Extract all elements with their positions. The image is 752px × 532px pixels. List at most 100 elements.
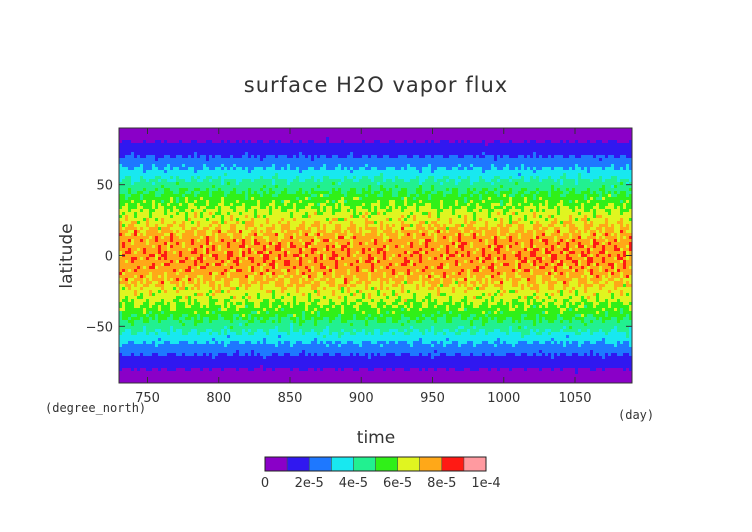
- heatmap-cell: [203, 290, 207, 294]
- heatmap-cell: [122, 374, 126, 378]
- heatmap-cell: [137, 335, 141, 339]
- heatmap-cell: [173, 269, 177, 273]
- heatmap-cell: [284, 188, 288, 192]
- heatmap-cell: [131, 230, 135, 234]
- heatmap-cell: [134, 311, 138, 315]
- heatmap-cell: [179, 284, 183, 288]
- heatmap-cell: [272, 149, 276, 153]
- heatmap-cell: [149, 269, 153, 273]
- heatmap-cell: [239, 269, 243, 273]
- heatmap-cell: [122, 155, 126, 159]
- heatmap-cell: [146, 329, 150, 333]
- heatmap-cell: [200, 263, 204, 267]
- heatmap-cell: [263, 338, 267, 342]
- heatmap-cell: [281, 203, 285, 207]
- heatmap-cell: [251, 302, 255, 306]
- heatmap-cell: [209, 353, 213, 357]
- heatmap-cell: [164, 131, 168, 135]
- heatmap-cell: [197, 197, 201, 201]
- heatmap-cell: [182, 128, 186, 132]
- heatmap-cell: [239, 224, 243, 228]
- heatmap-cell: [242, 224, 246, 228]
- heatmap-cell: [182, 254, 186, 258]
- heatmap-cell: [242, 203, 246, 207]
- heatmap-cell: [245, 284, 249, 288]
- heatmap-cell: [152, 212, 156, 216]
- heatmap-cell: [173, 173, 177, 177]
- heatmap-cell: [206, 293, 210, 297]
- heatmap-cell: [239, 323, 243, 327]
- heatmap-cell: [251, 206, 255, 210]
- heatmap-cell: [233, 206, 237, 210]
- heatmap-cell: [260, 335, 264, 339]
- heatmap-cell: [188, 200, 192, 204]
- heatmap-cell: [239, 182, 243, 186]
- heatmap-cell: [191, 272, 195, 276]
- heatmap-cell: [134, 380, 138, 384]
- heatmap-cell: [176, 311, 180, 315]
- heatmap-cell: [278, 236, 282, 240]
- heatmap-cell: [269, 257, 273, 261]
- heatmap-cell: [125, 185, 129, 189]
- heatmap-cell: [122, 203, 126, 207]
- heatmap-cell: [293, 128, 297, 132]
- heatmap-cell: [224, 266, 228, 270]
- heatmap-cell: [236, 227, 240, 231]
- heatmap-cell: [203, 230, 207, 234]
- heatmap-cell: [191, 221, 195, 225]
- heatmap-cell: [170, 314, 174, 318]
- heatmap-cell: [245, 296, 249, 300]
- heatmap-cell: [188, 278, 192, 282]
- heatmap-cell: [293, 161, 297, 165]
- heatmap-cell: [146, 209, 150, 213]
- heatmap-cell: [191, 191, 195, 195]
- heatmap-cell: [233, 134, 237, 138]
- heatmap-cell: [239, 152, 243, 156]
- heatmap-cell: [245, 374, 249, 378]
- heatmap-cell: [155, 272, 159, 276]
- heatmap-cell: [269, 194, 273, 198]
- heatmap-cell: [122, 272, 126, 276]
- heatmap-cell: [167, 158, 171, 162]
- heatmap-cell: [278, 227, 282, 231]
- heatmap-cell: [239, 194, 243, 198]
- heatmap-cell: [155, 335, 159, 339]
- heatmap-cell: [152, 233, 156, 237]
- heatmap-cell: [155, 143, 159, 147]
- heatmap-cell: [224, 275, 228, 279]
- heatmap-cell: [215, 209, 219, 213]
- heatmap-cell: [155, 242, 159, 246]
- heatmap-cell: [269, 176, 273, 180]
- heatmap-cell: [215, 281, 219, 285]
- heatmap-cell: [155, 347, 159, 351]
- heatmap-cell: [131, 137, 135, 141]
- heatmap-cell: [125, 242, 129, 246]
- heatmap-cell: [221, 233, 225, 237]
- heatmap-cell: [203, 284, 207, 288]
- heatmap-cell: [221, 329, 225, 333]
- heatmap-cell: [203, 158, 207, 162]
- heatmap-cell: [176, 188, 180, 192]
- heatmap-cell: [167, 368, 171, 372]
- heatmap-cell: [260, 275, 264, 279]
- heatmap-cell: [260, 218, 264, 222]
- heatmap-cell: [146, 233, 150, 237]
- heatmap-cell: [161, 269, 165, 273]
- heatmap-cell: [218, 242, 222, 246]
- heatmap-cell: [161, 377, 165, 381]
- heatmap-cell: [149, 218, 153, 222]
- heatmap-cell: [161, 287, 165, 291]
- heatmap-cell: [251, 200, 255, 204]
- heatmap-cell: [269, 236, 273, 240]
- heatmap-cell: [158, 371, 162, 375]
- heatmap-cell: [167, 302, 171, 306]
- heatmap-cell: [164, 176, 168, 180]
- heatmap-cell: [251, 191, 255, 195]
- heatmap-cell: [218, 263, 222, 267]
- heatmap-cell: [158, 278, 162, 282]
- heatmap-cell: [170, 275, 174, 279]
- heatmap-cell: [200, 185, 204, 189]
- heatmap-cell: [140, 287, 144, 291]
- heatmap-cell: [182, 248, 186, 252]
- heatmap-cell: [125, 140, 129, 144]
